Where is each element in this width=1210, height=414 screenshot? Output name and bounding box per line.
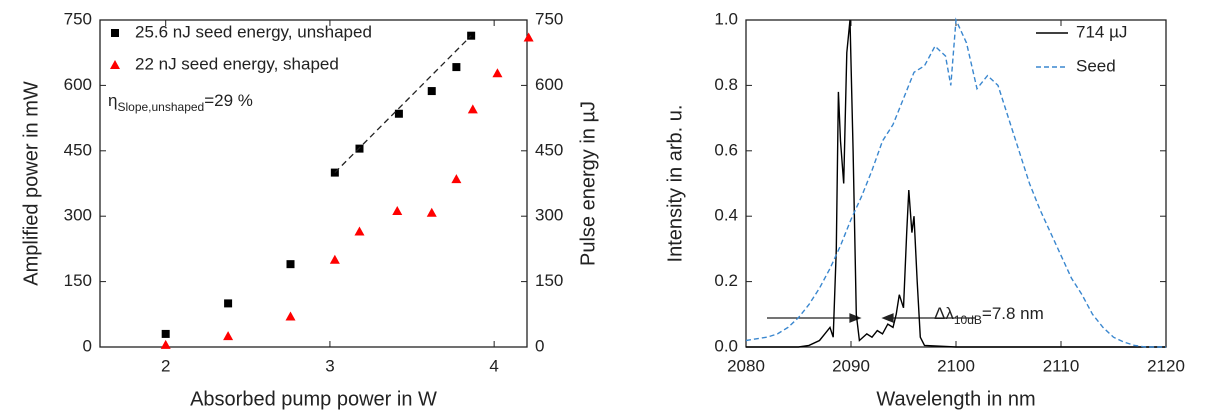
y-tick-label: 600 (64, 75, 92, 94)
annotation-symbol: Δλ (934, 304, 954, 323)
arrows (767, 313, 976, 323)
square-marker (452, 63, 461, 72)
triangle-marker (354, 226, 365, 236)
x-tick-label: 4 (489, 356, 498, 375)
y2-tick-label: 0 (535, 336, 544, 355)
y-tick-label: 300 (64, 206, 92, 225)
triangle-marker (160, 339, 171, 349)
x-axis-title: Wavelength in nm (876, 388, 1035, 410)
square-marker (286, 260, 295, 269)
y-tick-label: 0.0 (714, 336, 738, 355)
fit-line (334, 35, 472, 174)
arrow-head (849, 313, 862, 323)
legend-label: 25.6 nJ seed energy, unshaped (135, 22, 372, 41)
y-tick-label: 0.8 (714, 75, 738, 94)
annotation: Δλ10dB=7.8 nm (934, 304, 1044, 327)
y-axis-title: Amplified power in mW (20, 81, 42, 286)
y2-tick-label: 600 (535, 75, 563, 94)
triangle-marker (451, 174, 462, 184)
x-tick-label: 2 (161, 356, 170, 375)
arrow-head (881, 313, 894, 323)
square-marker (224, 299, 233, 308)
y-tick-label: 750 (64, 9, 92, 28)
triangle-marker (223, 331, 234, 341)
y-tick-label: 0 (83, 336, 92, 355)
square-marker (394, 109, 403, 118)
triangle-marker (329, 254, 340, 264)
square-marker (427, 87, 436, 96)
y2-tick-label: 750 (535, 9, 563, 28)
y-axis-title: Intensity in arb. u. (664, 105, 686, 263)
y2-tick-label: 450 (535, 140, 563, 159)
y2-tick-label: 300 (535, 206, 563, 225)
y-tick-label: 0.4 (714, 206, 738, 225)
triangle-marker (285, 311, 296, 321)
annotation-subscript: 10dB (954, 313, 982, 327)
y2-axis-title: Pulse energy in µJ (577, 101, 599, 266)
x-tick-label: 2080 (727, 356, 765, 375)
legend-label: 714 µJ (1076, 22, 1127, 41)
triangle-marker (392, 205, 403, 215)
triangle-marker (523, 32, 534, 42)
legend-label: 22 nJ seed energy, shaped (135, 54, 339, 73)
y-tick-label: 0.6 (714, 140, 738, 159)
triangle-marker (467, 104, 478, 114)
x-tick-label: 2100 (937, 356, 975, 375)
legend-marker (110, 60, 120, 69)
square-marker (161, 329, 170, 338)
y-tick-label: 0.2 (714, 271, 738, 290)
x-axis-title: Absorbed pump power in W (190, 388, 437, 410)
annotation-text: =7.8 nm (982, 304, 1044, 323)
x-tick-label: 2090 (832, 356, 870, 375)
y-tick-label: 450 (64, 140, 92, 159)
legend-marker (111, 29, 119, 37)
y-tick-label: 1.0 (714, 9, 738, 28)
annotation: ηSlope,unshaped=29 % (108, 91, 253, 114)
x-tick-label: 2120 (1147, 356, 1185, 375)
y2-tick-label: 150 (535, 271, 563, 290)
y-tick-label: 150 (64, 271, 92, 290)
triangle-marker (426, 207, 437, 217)
annotation-subscript: Slope,unshaped (117, 100, 204, 114)
line-series (745, 17, 1166, 348)
x-tick-label: 3 (325, 356, 334, 375)
triangle-marker (492, 68, 503, 78)
annotation-text: =29 % (204, 91, 253, 110)
plot-frame (99, 19, 528, 348)
x-tick-label: 2110 (1043, 356, 1080, 375)
line-series (746, 19, 1166, 348)
legend-label: Seed (1076, 56, 1116, 75)
annotation-symbol: η (108, 91, 117, 110)
